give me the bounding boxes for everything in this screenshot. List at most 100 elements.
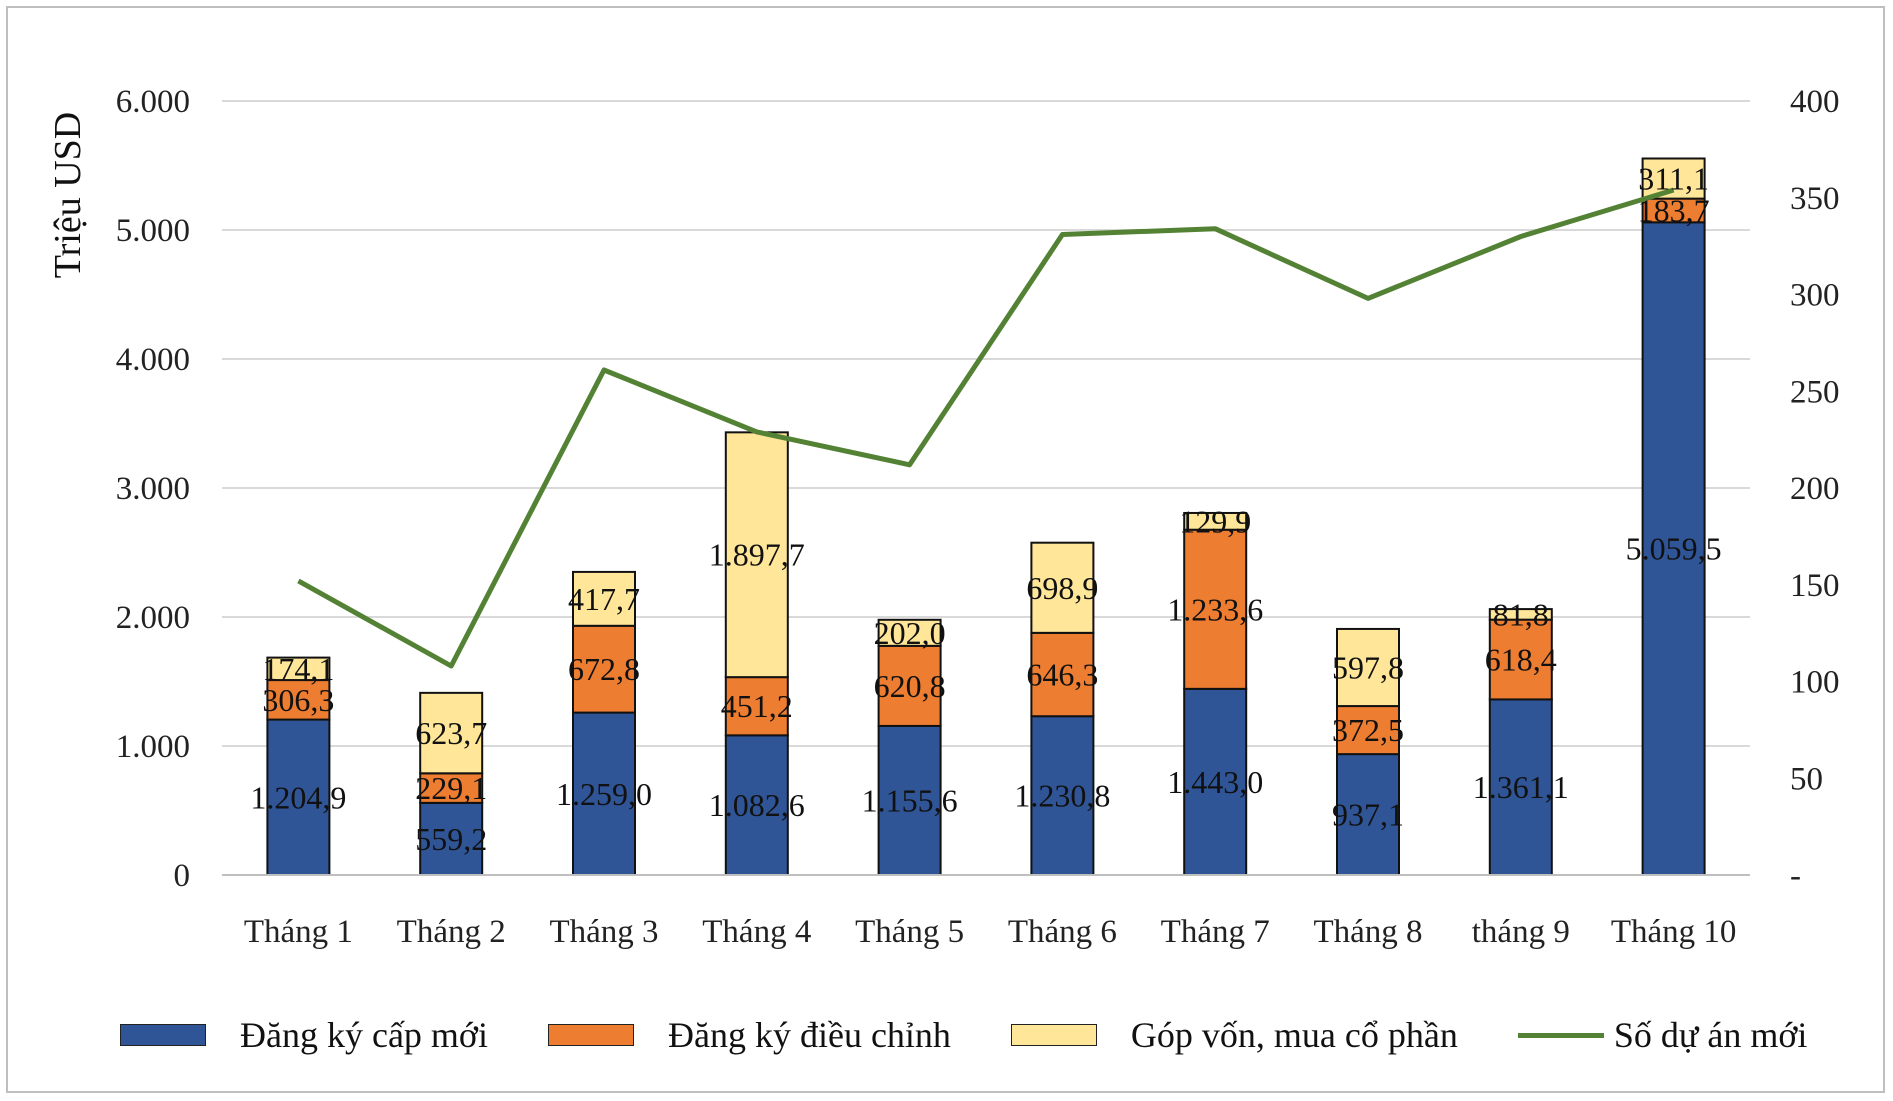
series-line-new-projects	[297, 187, 1675, 669]
data-label: 372,5	[1332, 712, 1404, 748]
bar-segment	[1030, 541, 1095, 634]
y-tick-label: 6.000	[116, 84, 190, 120]
bar-segment	[1488, 618, 1553, 701]
y2-tick-label: 150	[1790, 568, 1840, 604]
data-label: 937,1	[1332, 797, 1404, 833]
data-label: 1.259,0	[556, 776, 652, 812]
data-label: 559,2	[415, 821, 487, 857]
y2-tick-label: 100	[1790, 665, 1840, 701]
y2-tick-label: 50	[1790, 761, 1823, 797]
y-tick-label: 5.000	[116, 213, 190, 249]
x-tick-label: Tháng 1	[244, 914, 353, 950]
x-tick-label: Tháng 6	[1008, 914, 1117, 950]
data-label: 1.155,6	[862, 782, 958, 818]
data-label: 1.361,1	[1473, 769, 1569, 805]
bar-segment	[724, 431, 789, 679]
bar-segment	[419, 772, 484, 804]
legend-label-capital: Góp vốn, mua cổ phần	[1130, 1015, 1458, 1055]
y2-tick-label: 250	[1790, 374, 1840, 410]
data-label: 81,8	[1493, 596, 1549, 632]
data-label: 306,3	[262, 682, 334, 718]
bar-segment	[266, 718, 331, 876]
bar-segment	[1488, 698, 1553, 876]
y-tick-label: 0	[174, 858, 191, 894]
y-tick-label: 2.000	[116, 600, 190, 636]
bar-segment	[1183, 528, 1248, 690]
data-label: 451,2	[721, 688, 793, 724]
bar-segment	[419, 801, 484, 877]
data-label: 202,0	[874, 615, 946, 651]
bar-segment	[1336, 753, 1400, 876]
data-label: 698,9	[1026, 570, 1098, 606]
legend: Đăng ký cấp mới Đăng ký điều chỉnh Góp v…	[120, 1010, 1807, 1060]
x-tick-label: Tháng 7	[1161, 914, 1270, 950]
data-label: 5.059,5	[1626, 531, 1722, 567]
legend-label-new-projects: Số dự án mới	[1613, 1015, 1808, 1055]
data-label: 129,9	[1179, 503, 1251, 539]
y2-tick-label: 200	[1790, 471, 1840, 507]
bar-segment	[877, 724, 942, 877]
bar-segment	[1336, 705, 1400, 756]
data-label: 620,8	[874, 668, 946, 704]
data-label: 311,1	[1638, 161, 1709, 197]
bar-segment	[724, 734, 789, 876]
legend-label-adjusted: Đăng ký điều chỉnh	[667, 1015, 951, 1055]
projects-line	[297, 187, 1675, 669]
legend-swatch-new	[120, 1024, 206, 1046]
bar-segment	[572, 711, 636, 876]
data-label: 1.233,6	[1167, 591, 1263, 627]
legend-swatch-line	[1517, 1032, 1604, 1038]
legend-item-new-projects: Số dự án mới	[1517, 1014, 1808, 1056]
bar-segment	[877, 618, 942, 647]
legend-item-new-registration: Đăng ký cấp mới	[120, 1014, 488, 1056]
data-label: 417,7	[568, 581, 640, 617]
y2-tick-label: 350	[1790, 181, 1840, 217]
data-label: 618,4	[1485, 642, 1557, 678]
x-tick-label: tháng 9	[1472, 914, 1570, 950]
axes: 0 1.000 2.000 3.000 4.000 5.000 6.000 - 50 100 150…	[116, 84, 1840, 950]
y-tick-label: 1.000	[116, 729, 190, 765]
legend-label-new: Đăng ký cấp mới	[240, 1015, 488, 1055]
bar-segment	[572, 624, 636, 714]
data-label: 597,8	[1332, 650, 1404, 686]
bar-segment	[572, 570, 636, 627]
bar-segment	[266, 656, 331, 682]
data-label: 1.082,6	[709, 787, 805, 823]
bar-segment	[1488, 608, 1553, 621]
bar-segment	[1183, 511, 1248, 531]
chart-frame	[6, 6, 1885, 1093]
y-tick-label: 4.000	[116, 342, 190, 378]
data-label: 672,8	[568, 651, 640, 687]
x-tick-label: Tháng 2	[397, 914, 506, 950]
bar-segment	[1641, 221, 1706, 876]
data-label: 1.443,0	[1167, 764, 1263, 800]
bar-segment	[1336, 627, 1400, 708]
data-label: 646,3	[1026, 657, 1098, 693]
x-tick-label: Tháng 10	[1611, 914, 1737, 950]
x-tick-label: Tháng 3	[549, 914, 658, 950]
bar-segment	[724, 676, 789, 737]
data-label: 1.230,8	[1014, 778, 1110, 814]
data-label: 229,1	[415, 770, 487, 806]
x-tick-label: Tháng 5	[855, 914, 964, 950]
data-label: 1.897,7	[709, 537, 805, 573]
data-label: 174,1	[262, 651, 334, 687]
data-label: 623,7	[415, 715, 487, 751]
data-label: 183,7	[1638, 192, 1710, 228]
bar-segment	[266, 679, 331, 721]
bar-segment	[419, 691, 484, 775]
y2-tick-label: 300	[1790, 278, 1840, 314]
legend-item-capital-contribution: Góp vốn, mua cổ phần	[1010, 1014, 1458, 1056]
y2-tick-label: -	[1790, 858, 1801, 894]
bar-segment	[1030, 631, 1095, 718]
y-tick-label: 3.000	[116, 471, 190, 507]
x-tick-label: Tháng 4	[702, 914, 811, 950]
legend-swatch-adjusted	[547, 1024, 634, 1046]
legend-swatch-capital	[1010, 1024, 1097, 1046]
stacked-bars	[266, 157, 1706, 877]
legend-item-adjusted-registration: Đăng ký điều chỉnh	[547, 1014, 951, 1056]
y-axis-title: Triệu USD	[47, 112, 89, 278]
y2-tick-label: 400	[1790, 84, 1840, 120]
